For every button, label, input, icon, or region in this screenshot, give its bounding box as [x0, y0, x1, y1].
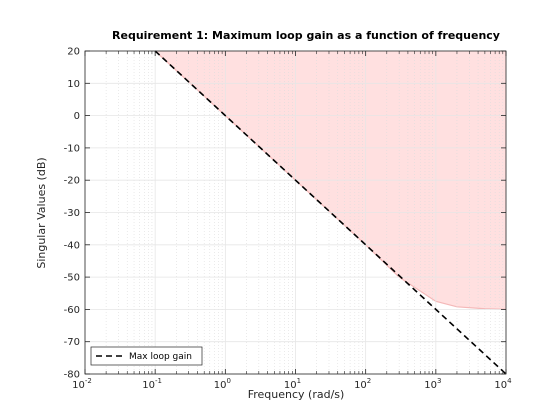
- plot-area: 10-2 10-1 100 101 102 103 10420100-10-20-30-40…: [64, 47, 512, 392]
- y-tick-label: -30: [64, 208, 80, 219]
- y-tick-label: -70: [64, 337, 80, 348]
- y-tick-label: -80: [64, 370, 80, 381]
- x-tick-label: 10-1: [142, 377, 162, 391]
- y-tick-label: -50: [64, 273, 80, 284]
- y-tick-label: 10: [67, 79, 80, 90]
- y-tick-label: 0: [74, 111, 80, 122]
- x-tick-label: 10-2: [72, 377, 92, 391]
- x-tick-label: 103: [424, 377, 441, 391]
- x-tick-label: 104: [494, 377, 512, 391]
- x-axis-label: Frequency (rad/s): [248, 388, 345, 401]
- y-axis-label: Singular Values (dB): [35, 157, 48, 268]
- legend-label: Max loop gain: [129, 352, 192, 362]
- y-tick-label: -10: [64, 143, 80, 154]
- chart-title: Requirement 1: Maximum loop gain as a fu…: [112, 29, 500, 42]
- x-tick-label: 100: [214, 377, 231, 391]
- x-tick-label: 101: [284, 377, 301, 391]
- y-tick-label: 20: [67, 47, 80, 58]
- x-tick-label: 102: [354, 377, 371, 391]
- y-tick-label: -60: [64, 305, 80, 316]
- legend-box: [90, 346, 203, 366]
- y-tick-label: -40: [64, 240, 80, 251]
- y-tick-label: -20: [64, 176, 80, 187]
